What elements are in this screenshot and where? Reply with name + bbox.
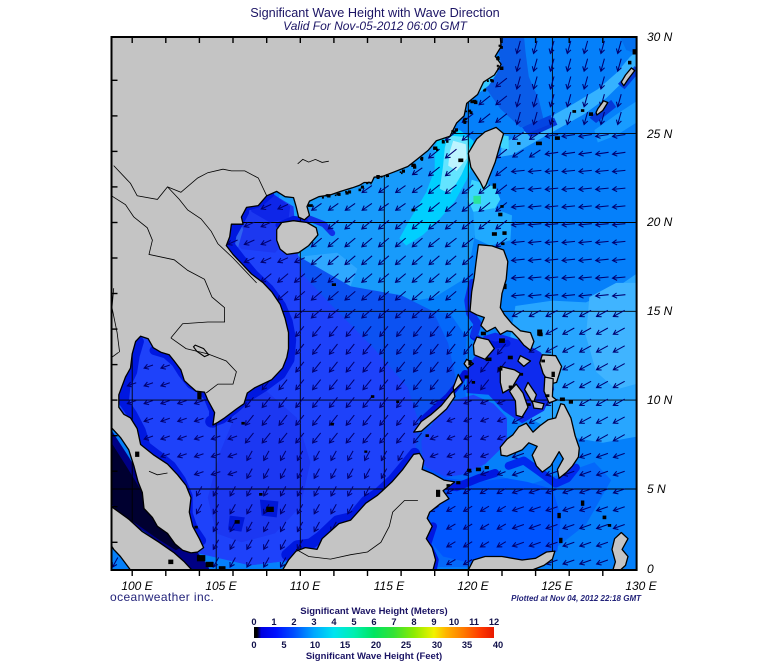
svg-text:35: 35 [462,640,472,650]
svg-text:10: 10 [310,640,320,650]
svg-text:2: 2 [291,617,296,627]
svg-text:8: 8 [411,617,416,627]
svg-text:115 E: 115 E [374,579,405,593]
svg-text:120 E: 120 E [457,579,489,593]
svg-text:12: 12 [489,617,499,627]
svg-text:6: 6 [371,617,376,627]
svg-text:5 N: 5 N [647,482,666,496]
svg-text:30: 30 [432,640,442,650]
svg-text:5: 5 [351,617,356,627]
svg-text:10: 10 [449,617,459,627]
svg-text:oceanweather inc.: oceanweather inc. [110,590,214,604]
svg-text:125 E: 125 E [541,579,573,593]
svg-text:Significant Wave Height with W: Significant Wave Height with Wave Direct… [250,6,499,20]
svg-text:25 N: 25 N [646,127,673,141]
svg-text:20: 20 [371,640,381,650]
svg-text:1: 1 [271,617,276,627]
svg-text:4: 4 [331,617,337,627]
svg-text:10 N: 10 N [647,393,673,407]
svg-text:0: 0 [251,640,256,650]
svg-text:15: 15 [340,640,350,650]
svg-text:Plotted at Nov 04, 2012 22:18: Plotted at Nov 04, 2012 22:18 GMT [511,594,642,603]
svg-text:0: 0 [251,617,256,627]
svg-text:40: 40 [493,640,503,650]
svg-text:5: 5 [281,640,286,650]
svg-text:Significant Wave Height (Feet): Significant Wave Height (Feet) [306,651,442,662]
svg-text:0: 0 [647,562,654,576]
svg-text:100 E: 100 E [121,579,153,593]
svg-text:30 N: 30 N [647,30,673,44]
svg-text:7: 7 [391,617,396,627]
svg-text:105 E: 105 E [205,579,237,593]
svg-text:Significant Wave Height (Meter: Significant Wave Height (Meters) [300,606,447,617]
svg-text:15 N: 15 N [647,304,673,318]
svg-text:9: 9 [431,617,436,627]
svg-text:130 E: 130 E [625,579,657,593]
svg-text:110 E: 110 E [290,579,321,593]
svg-text:11: 11 [469,617,479,627]
svg-text:3: 3 [311,617,316,627]
svg-text:20 N: 20 N [646,215,673,229]
svg-text:Valid For Nov-05-2012 06:00 GM: Valid For Nov-05-2012 06:00 GMT [283,19,468,33]
svg-text:25: 25 [401,640,411,650]
